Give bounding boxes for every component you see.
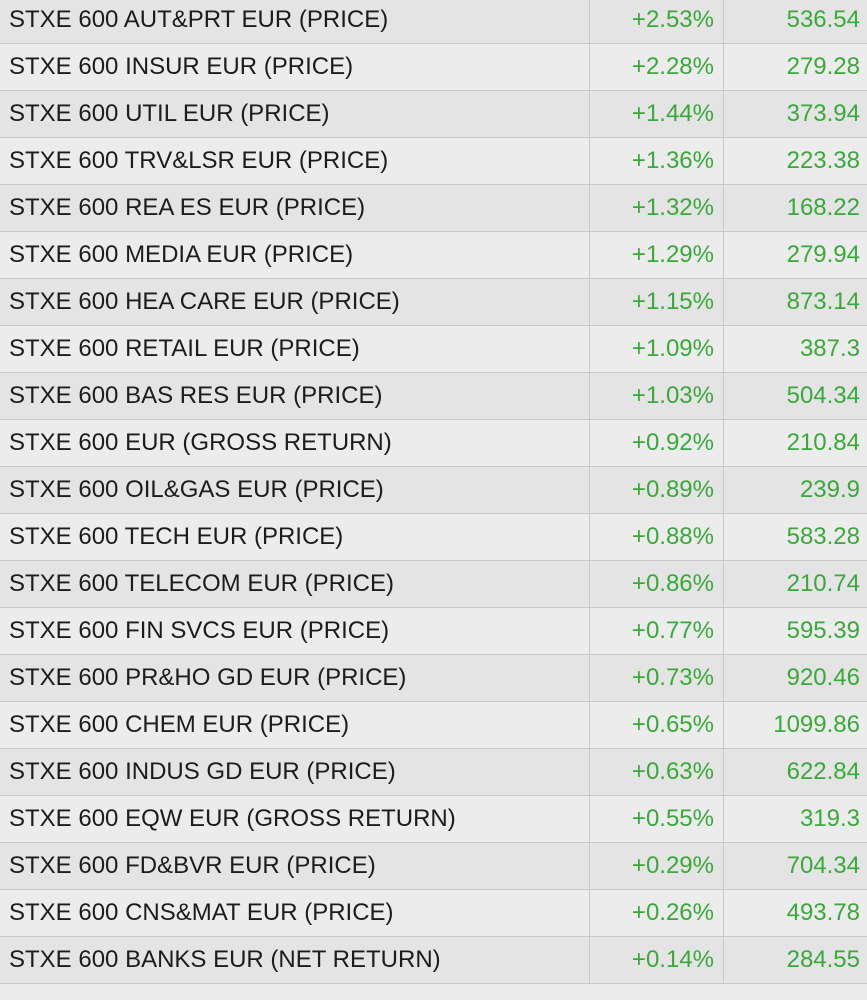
table-row[interactable]: STXE 600 TECH EUR (PRICE) +0.88% 583.28 bbox=[0, 514, 867, 561]
table-row[interactable]: STXE 600 EQW EUR (GROSS RETURN) +0.55% 319… bbox=[0, 796, 867, 843]
index-name: STXE 600 BANKS EUR (NET RETURN) bbox=[9, 946, 441, 973]
table-row[interactable]: STXE 600 UTIL EUR (PRICE) +1.44% 373.94 bbox=[0, 91, 867, 138]
index-name: STXE 600 CHEM EUR (PRICE) bbox=[9, 711, 350, 738]
index-name: STXE 600 TECH EUR (PRICE) bbox=[9, 523, 344, 550]
percent-change: +0.89% bbox=[589, 467, 723, 513]
percent-change: +0.88% bbox=[589, 514, 723, 560]
percent-change: +1.36% bbox=[589, 138, 723, 184]
index-name: STXE 600 INSUR EUR (PRICE) bbox=[9, 53, 354, 80]
table-row[interactable]: STXE 600 AUT&PRT EUR (PRICE) +2.53% 536.54 bbox=[0, 0, 867, 44]
percent-change: +0.65% bbox=[589, 702, 723, 748]
index-name: STXE 600 RETAIL EUR (PRICE) bbox=[9, 335, 360, 362]
index-name: STXE 600 INDUS GD EUR (PRICE) bbox=[9, 758, 396, 785]
table-row[interactable]: STXE 600 FIN SVCS EUR (PRICE) +0.77% 595.3… bbox=[0, 608, 867, 655]
last-price: 1099.86 bbox=[723, 702, 867, 748]
percent-change: +1.09% bbox=[589, 326, 723, 372]
percent-change: +0.29% bbox=[589, 843, 723, 889]
percent-change: +1.32% bbox=[589, 185, 723, 231]
table-row[interactable]: STXE 600 CNS&MAT EUR (PRICE) +0.26% 493.78 bbox=[0, 890, 867, 937]
last-price: 319.3 bbox=[723, 796, 867, 842]
table-row[interactable]: STXE 600 MEDIA EUR (PRICE) +1.29% 279.94 bbox=[0, 232, 867, 279]
percent-change: +0.14% bbox=[589, 937, 723, 983]
last-price: 387.3 bbox=[723, 326, 867, 372]
table-row[interactable]: STXE 600 REA ES EUR (PRICE) +1.32% 168.22 bbox=[0, 185, 867, 232]
last-price: 622.84 bbox=[723, 749, 867, 795]
last-price: 373.94 bbox=[723, 91, 867, 137]
index-name: STXE 600 EQW EUR (GROSS RETURN) bbox=[9, 805, 456, 832]
last-price: 223.38 bbox=[723, 138, 867, 184]
percent-change: +0.63% bbox=[589, 749, 723, 795]
table-row[interactable]: STXE 600 BAS RES EUR (PRICE) +1.03% 504.34 bbox=[0, 373, 867, 420]
percent-change: +2.28% bbox=[589, 44, 723, 90]
index-name: STXE 600 TRV&LSR EUR (PRICE) bbox=[9, 147, 389, 174]
index-name: STXE 600 PR&HO GD EUR (PRICE) bbox=[9, 664, 407, 691]
table-row[interactable]: STXE 600 BANKS EUR (NET RETURN) +0.14% 284… bbox=[0, 937, 867, 984]
last-price: 504.34 bbox=[723, 373, 867, 419]
table-row[interactable]: STXE 600 PR&HO GD EUR (PRICE) +0.73% 920.4… bbox=[0, 655, 867, 702]
index-name: STXE 600 OIL&GAS EUR (PRICE) bbox=[9, 476, 384, 503]
percent-change: +1.29% bbox=[589, 232, 723, 278]
table-row[interactable]: STXE 600 OIL&GAS EUR (PRICE) +0.89% 239.9 bbox=[0, 467, 867, 514]
index-name: STXE 600 HEA CARE EUR (PRICE) bbox=[9, 288, 400, 315]
table-row[interactable]: STXE 600 TELECOM EUR (PRICE) +0.86% 210.74 bbox=[0, 561, 867, 608]
table-row[interactable]: STXE 600 RETAIL EUR (PRICE) +1.09% 387.3 bbox=[0, 326, 867, 373]
percent-change: +0.86% bbox=[589, 561, 723, 607]
table-row[interactable]: STXE 600 TRV&LSR EUR (PRICE) +1.36% 223.38 bbox=[0, 138, 867, 185]
last-price: 920.46 bbox=[723, 655, 867, 701]
last-price: 168.22 bbox=[723, 185, 867, 231]
last-price: 279.94 bbox=[723, 232, 867, 278]
last-price: 210.74 bbox=[723, 561, 867, 607]
table-row[interactable]: STXE 600 INSUR EUR (PRICE) +2.28% 279.28 bbox=[0, 44, 867, 91]
percent-change: +1.44% bbox=[589, 91, 723, 137]
index-name: STXE 600 TELECOM EUR (PRICE) bbox=[9, 570, 394, 597]
percent-change: +0.92% bbox=[589, 420, 723, 466]
last-price: 493.78 bbox=[723, 890, 867, 936]
last-price: 279.28 bbox=[723, 44, 867, 90]
table-row[interactable]: STXE 600 FD&BVR EUR (PRICE) +0.29% 704.34 bbox=[0, 843, 867, 890]
percent-change: +0.55% bbox=[589, 796, 723, 842]
index-name: STXE 600 CNS&MAT EUR (PRICE) bbox=[9, 899, 394, 926]
last-price: 873.14 bbox=[723, 279, 867, 325]
index-name: STXE 600 AUT&PRT EUR (PRICE) bbox=[9, 6, 389, 33]
percent-change: +2.53% bbox=[589, 0, 723, 43]
percent-change: +1.03% bbox=[589, 373, 723, 419]
last-price: 595.39 bbox=[723, 608, 867, 654]
last-price: 704.34 bbox=[723, 843, 867, 889]
last-price: 284.55 bbox=[723, 937, 867, 983]
index-name: STXE 600 MEDIA EUR (PRICE) bbox=[9, 241, 354, 268]
last-price: 210.84 bbox=[723, 420, 867, 466]
last-price: 536.54 bbox=[723, 0, 867, 43]
percent-change: +0.26% bbox=[589, 890, 723, 936]
index-name: STXE 600 EUR (GROSS RETURN) bbox=[9, 429, 392, 456]
last-price: 239.9 bbox=[723, 467, 867, 513]
last-price: 583.28 bbox=[723, 514, 867, 560]
index-name: STXE 600 FD&BVR EUR (PRICE) bbox=[9, 852, 376, 879]
index-name: STXE 600 BAS RES EUR (PRICE) bbox=[9, 382, 383, 409]
index-name: STXE 600 UTIL EUR (PRICE) bbox=[9, 100, 330, 127]
percent-change: +0.73% bbox=[589, 655, 723, 701]
index-name: STXE 600 FIN SVCS EUR (PRICE) bbox=[9, 617, 390, 644]
table-row[interactable]: STXE 600 HEA CARE EUR (PRICE) +1.15% 873.1… bbox=[0, 279, 867, 326]
table-row[interactable]: STXE 600 CHEM EUR (PRICE) +0.65% 1099.86 bbox=[0, 702, 867, 749]
table-row[interactable]: STXE 600 EUR (GROSS RETURN) +0.92% 210.84 bbox=[0, 420, 867, 467]
index-name: STXE 600 REA ES EUR (PRICE) bbox=[9, 194, 366, 221]
percent-change: +1.15% bbox=[589, 279, 723, 325]
percent-change: +0.77% bbox=[589, 608, 723, 654]
table-row[interactable]: STXE 600 INDUS GD EUR (PRICE) +0.63% 622.8… bbox=[0, 749, 867, 796]
